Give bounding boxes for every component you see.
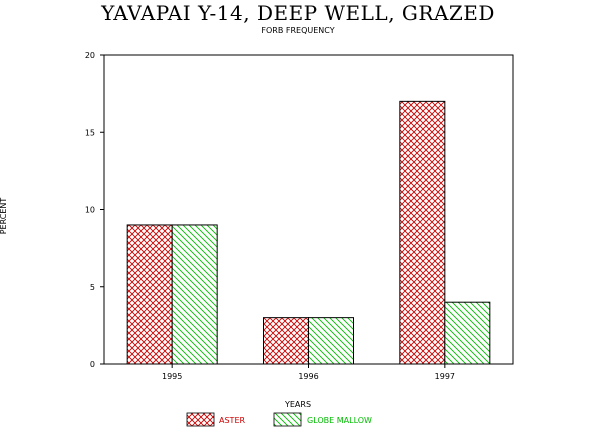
y-tick-label: 0	[90, 360, 95, 369]
legend-swatch-aster	[186, 412, 215, 427]
bar-aster-1996	[263, 317, 309, 365]
y-axis-label: PERCENT	[0, 198, 8, 235]
bar-aster-1997	[399, 100, 446, 365]
legend: ASTER GLOBE MALLOW	[186, 412, 372, 427]
y-tick-label: 15	[85, 128, 95, 137]
legend-swatch-globe-mallow	[273, 412, 302, 427]
y-tick-label: 20	[85, 51, 95, 60]
x-tick-label: 1997	[435, 372, 455, 381]
y-axis: 0 5 10 15 20	[85, 51, 104, 369]
x-axis-label: YEARS	[284, 400, 311, 409]
bar-globe-mallow-1995	[171, 224, 218, 365]
x-axis: 1995 1996 1997	[162, 364, 455, 381]
legend-label-aster: ASTER	[219, 416, 245, 425]
bar-globe-mallow-1996	[308, 317, 354, 365]
x-tick-label: 1995	[162, 372, 182, 381]
bar-globe-mallow-1997	[444, 301, 491, 365]
legend-label-globe-mallow: GLOBE MALLOW	[307, 416, 372, 425]
y-tick-label: 10	[85, 206, 95, 215]
bar-aster-1995	[126, 224, 173, 365]
bars-group	[126, 100, 491, 365]
chart-title: YAVAPAI Y-14, DEEP WELL, GRAZED	[100, 1, 495, 25]
y-tick-label: 5	[90, 283, 95, 292]
chart-subtitle: FORB FREQUENCY	[261, 26, 334, 35]
x-tick-label: 1996	[298, 372, 318, 381]
